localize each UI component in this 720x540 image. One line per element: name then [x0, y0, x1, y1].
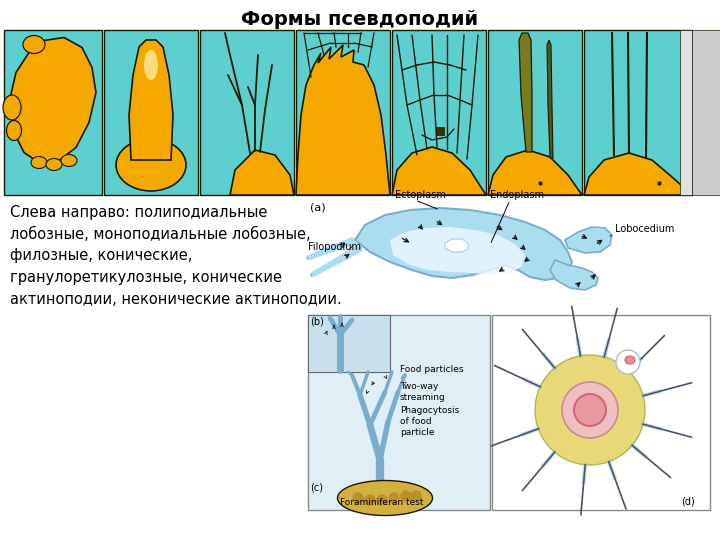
- Bar: [692, 30, 720, 195]
- Bar: [305, 197, 715, 345]
- Circle shape: [535, 355, 645, 465]
- Polygon shape: [392, 147, 486, 195]
- Bar: [680, 30, 692, 195]
- Ellipse shape: [144, 50, 158, 80]
- Circle shape: [377, 495, 387, 505]
- Text: Слева направо: полиподиальные
лобозные, моноподиальные лобозные,
филозные, конич: Слева направо: полиподиальные лобозные, …: [10, 205, 342, 307]
- Bar: [488, 30, 582, 195]
- Text: (b): (b): [310, 317, 324, 327]
- Polygon shape: [355, 208, 572, 280]
- Circle shape: [616, 350, 640, 374]
- Ellipse shape: [625, 356, 635, 364]
- Bar: [200, 30, 294, 195]
- Text: Filopodium: Filopodium: [308, 242, 361, 252]
- Ellipse shape: [3, 95, 21, 120]
- Polygon shape: [129, 40, 173, 160]
- Polygon shape: [306, 237, 358, 260]
- Text: (d): (d): [681, 497, 695, 507]
- Bar: [104, 30, 198, 195]
- Polygon shape: [565, 227, 612, 253]
- Text: Ectoplasm: Ectoplasm: [395, 190, 446, 200]
- Circle shape: [389, 493, 399, 503]
- Ellipse shape: [338, 481, 433, 516]
- Circle shape: [574, 394, 606, 426]
- Text: (c): (c): [310, 482, 323, 492]
- Bar: [392, 30, 486, 195]
- Bar: [296, 30, 390, 195]
- Circle shape: [401, 491, 411, 501]
- Bar: [308, 315, 390, 372]
- Text: (a): (a): [310, 202, 325, 212]
- Circle shape: [353, 493, 363, 503]
- Text: Two-way
streaming: Two-way streaming: [400, 382, 446, 402]
- Polygon shape: [310, 245, 363, 277]
- Text: Food particles: Food particles: [400, 365, 464, 374]
- Polygon shape: [550, 260, 598, 290]
- Text: Lobocedium: Lobocedium: [615, 224, 675, 234]
- Text: Phagocytosis
of food
particle: Phagocytosis of food particle: [400, 406, 459, 437]
- Ellipse shape: [6, 120, 22, 140]
- Bar: [436, 127, 444, 135]
- Bar: [584, 30, 692, 195]
- Circle shape: [411, 491, 421, 501]
- Ellipse shape: [31, 157, 47, 168]
- Polygon shape: [390, 227, 525, 275]
- Bar: [308, 315, 490, 510]
- Polygon shape: [584, 153, 692, 195]
- Ellipse shape: [116, 139, 186, 191]
- Polygon shape: [230, 150, 294, 195]
- Text: Endoplasm: Endoplasm: [490, 190, 544, 200]
- Text: Foraminiferan test: Foraminiferan test: [340, 498, 423, 507]
- Polygon shape: [9, 37, 96, 163]
- Ellipse shape: [46, 159, 62, 171]
- Bar: [492, 315, 710, 510]
- Text: Формы псевдоподий: Формы псевдоподий: [241, 10, 479, 29]
- Ellipse shape: [61, 154, 77, 166]
- Polygon shape: [488, 150, 582, 195]
- Ellipse shape: [23, 36, 45, 53]
- Polygon shape: [296, 45, 390, 195]
- Circle shape: [365, 495, 375, 505]
- Bar: [4, 30, 102, 195]
- Polygon shape: [547, 40, 553, 158]
- Polygon shape: [519, 33, 532, 152]
- Circle shape: [562, 382, 618, 438]
- Polygon shape: [445, 239, 468, 252]
